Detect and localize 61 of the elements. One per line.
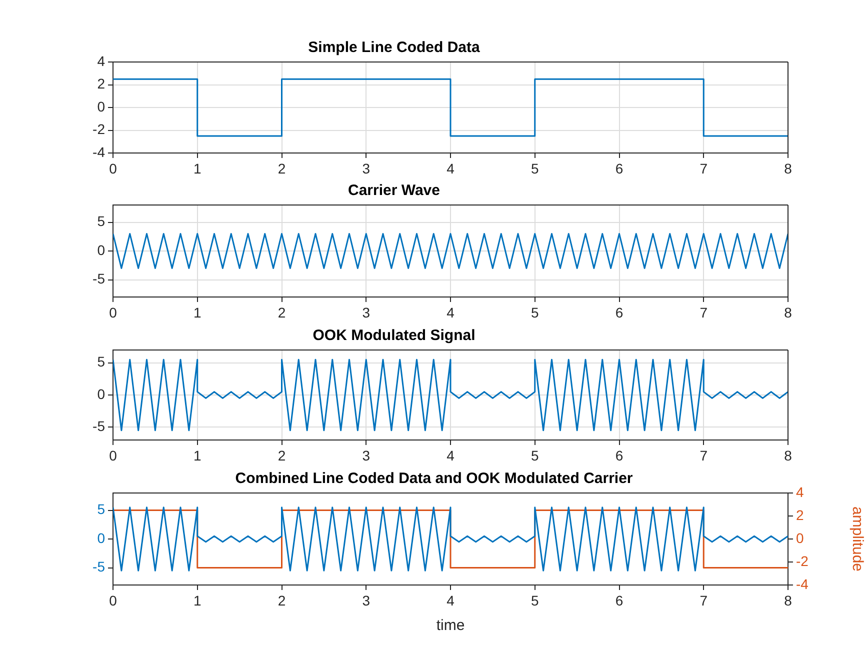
y-tick-label: 0: [97, 98, 106, 114]
x-tick-label: 1: [193, 447, 202, 464]
y2-tick-label: 4: [796, 484, 804, 500]
x-tick-label: 2: [278, 304, 286, 320]
x-tick-label: 2: [278, 160, 286, 176]
y-tick-label: 0: [97, 242, 106, 258]
y-tick-label: 5: [97, 501, 106, 518]
x-tick-label: 8: [784, 160, 792, 176]
x-tick-label: 7: [700, 447, 708, 464]
x-tick-label: 8: [784, 592, 792, 608]
x-tick-label: 4: [446, 447, 455, 464]
y2-axis-title: amplitude: [848, 506, 866, 572]
x-tick-label: 4: [446, 160, 455, 176]
x-tick-label: 5: [530, 592, 539, 608]
y2-tick-label: 0: [796, 530, 804, 546]
x-tick-label: 1: [193, 304, 202, 320]
y-tick-label: 5: [97, 213, 106, 230]
chart-title: OOK Modulated Signal: [312, 327, 476, 344]
y-tick-label: -4: [92, 144, 106, 160]
x-tick-label: 5: [530, 447, 539, 464]
x-axis-title: time: [436, 617, 465, 634]
x-tick-label: 0: [109, 160, 118, 176]
y-tick-label: -5: [92, 418, 106, 434]
x-tick-label: 0: [109, 304, 118, 320]
x-tick-label: 5: [530, 304, 539, 320]
x-tick-label: 0: [109, 592, 118, 608]
y-tick-label: -5: [92, 558, 106, 575]
x-tick-label: 5: [530, 160, 539, 176]
x-tick-label: 1: [193, 160, 202, 176]
x-tick-label: 3: [362, 447, 370, 464]
x-tick-label: 3: [362, 160, 370, 176]
x-tick-label: 2: [278, 592, 286, 608]
y-tick-label: 0: [97, 386, 106, 402]
x-tick-label: 1: [193, 592, 202, 608]
x-tick-label: 6: [615, 447, 624, 464]
x-tick-label: 7: [700, 592, 708, 608]
x-tick-label: 6: [615, 304, 624, 320]
x-tick-label: 2: [278, 447, 286, 464]
x-tick-label: 4: [446, 304, 455, 320]
chart-title: Carrier Wave: [348, 182, 440, 200]
x-tick-label: 3: [362, 592, 370, 608]
y2-tick-label: -4: [796, 576, 809, 592]
x-tick-label: 0: [109, 447, 118, 464]
x-tick-label: 7: [700, 304, 708, 320]
x-tick-label: 6: [615, 160, 624, 176]
y-tick-label: 5: [97, 354, 106, 370]
y-tick-label: 0: [97, 530, 106, 546]
x-tick-label: 4: [446, 592, 455, 608]
y-tick-label: 4: [97, 52, 106, 69]
x-tick-label: 8: [784, 304, 792, 320]
y-tick-label: -5: [92, 270, 106, 287]
y2-tick-label: -2: [796, 552, 809, 569]
y-tick-label: -2: [92, 121, 106, 138]
chart-title: Combined Line Coded Data and OOK Modulated Carrier: [235, 470, 633, 488]
x-tick-label: 3: [362, 304, 370, 320]
x-tick-label: 7: [700, 160, 708, 176]
x-tick-label: 6: [615, 592, 624, 608]
y2-tick-label: 2: [796, 506, 804, 523]
x-tick-label: 8: [784, 447, 792, 464]
chart-title: Simple Line Coded Data: [308, 39, 480, 56]
y-tick-label: 2: [97, 76, 106, 92]
